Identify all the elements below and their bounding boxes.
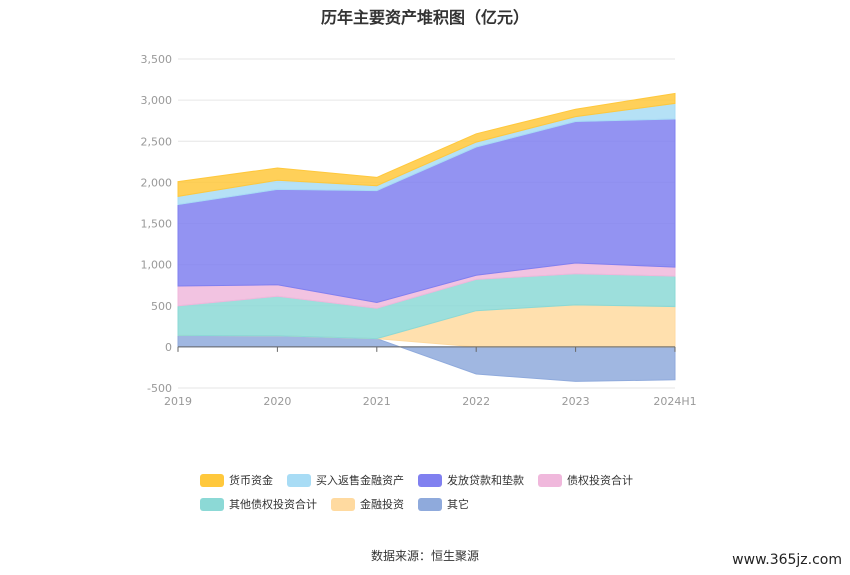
legend-label: 其它 (447, 498, 469, 511)
y-tick-label: 2,500 (141, 135, 173, 148)
legend-label: 金融投资 (360, 498, 404, 511)
source-note: 数据来源：恒生聚源 (370, 549, 479, 563)
legend: 货币资金 买入返售金融资产 发放贷款和垫款 债权投资合计其他债权投资合计 金融投资 其它 (200, 472, 670, 512)
x-tick-label: 2024H1 (653, 395, 696, 408)
legend-swatch (418, 497, 442, 511)
legend-item[interactable]: 金融投资 (331, 496, 404, 512)
legend-swatch (331, 497, 355, 511)
axes: 3,5003,0002,5002,0001,5001,0005000-50020… (141, 53, 697, 408)
x-tick-label: 2023 (562, 395, 590, 408)
legend-item[interactable]: 其它 (418, 496, 469, 512)
legend-label: 债权投资合计 (567, 474, 633, 487)
chart-plot: 3,5003,0002,5002,0001,5001,0005000-50020… (141, 53, 697, 408)
y-tick-label: 500 (151, 300, 172, 313)
legend-swatch (418, 473, 442, 487)
y-tick-label: 0 (165, 341, 172, 354)
area-series (177, 92, 676, 382)
x-tick-label: 2020 (263, 395, 291, 408)
legend-swatch (200, 497, 224, 511)
legend-swatch (287, 473, 311, 487)
y-tick-label: -500 (147, 382, 172, 395)
legend-item[interactable]: 货币资金 (200, 472, 273, 488)
y-tick-label: 1,000 (141, 259, 173, 272)
legend-label: 货币资金 (229, 474, 273, 487)
y-tick-label: 3,000 (141, 94, 173, 107)
area-货币资金 (177, 92, 676, 197)
legend-item[interactable]: 买入返售金融资产 (287, 472, 404, 488)
watermark: www.365jz.com (732, 552, 842, 568)
x-tick-label: 2022 (462, 395, 490, 408)
y-tick-label: 1,500 (141, 218, 173, 231)
chart-title: 历年主要资产堆积图（亿元） (320, 8, 529, 27)
x-tick-label: 2019 (164, 395, 192, 408)
legend-item[interactable]: 债权投资合计 (538, 472, 633, 488)
x-tick-label: 2021 (363, 395, 391, 408)
y-tick-label: 2,000 (141, 176, 173, 189)
legend-item[interactable]: 其他债权投资合计 (200, 496, 317, 512)
legend-item[interactable]: 发放贷款和垫款 (418, 472, 524, 488)
y-tick-label: 3,500 (141, 53, 173, 66)
legend-label: 发放贷款和垫款 (447, 474, 524, 487)
legend-label: 其他债权投资合计 (229, 498, 317, 511)
legend-swatch (538, 473, 562, 487)
legend-swatch (200, 473, 224, 487)
legend-label: 买入返售金融资产 (316, 474, 404, 487)
